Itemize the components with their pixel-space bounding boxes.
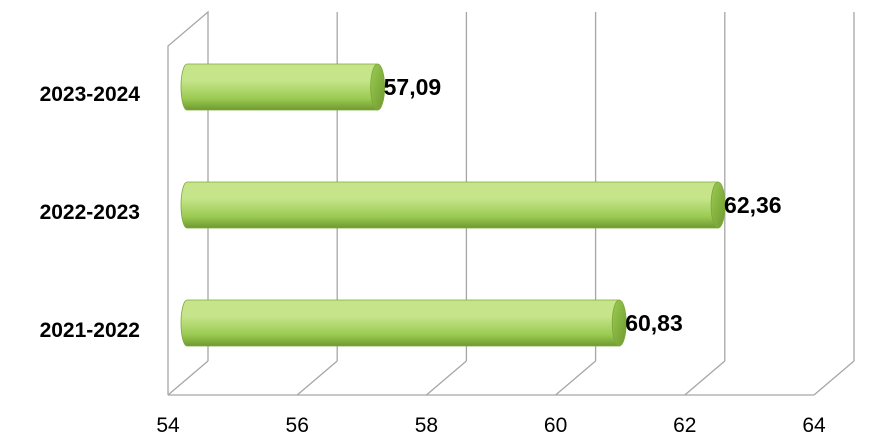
floor-gridline [425, 360, 467, 396]
category-label: 2023-2024 [40, 83, 141, 106]
x-tick-label: 56 [286, 414, 309, 437]
bar-body [180, 181, 719, 229]
category-label: 2022-2023 [40, 201, 140, 224]
bar [180, 181, 726, 229]
category-label: 2021-2022 [40, 319, 140, 342]
bar [180, 63, 386, 111]
label-layer: 54 56 58 60 62 64 2021-2022 60,83 2022-2023 62,36… [40, 74, 826, 437]
bar-body [180, 63, 379, 111]
floor-gridline [813, 360, 855, 396]
x-tick-label: 58 [415, 414, 438, 437]
floor-gridline [555, 360, 597, 396]
floor-gridline [684, 360, 726, 396]
bar-end-cap [611, 299, 627, 347]
x-tick-label: 62 [673, 414, 696, 437]
bar-body [180, 299, 620, 347]
bar-end-cap [710, 181, 726, 229]
data-label: 62,36 [724, 192, 782, 218]
data-label: 57,09 [384, 74, 442, 100]
bar [180, 299, 627, 347]
data-label: 60,83 [625, 310, 683, 336]
x-tick-label: 60 [544, 414, 567, 437]
bar-end-cap [370, 63, 386, 111]
bar-layer [180, 63, 726, 347]
floor-gridline [296, 360, 338, 396]
x-tick-label: 54 [156, 414, 180, 437]
floor-gridline [167, 360, 209, 396]
x-tick-label: 64 [802, 414, 826, 437]
